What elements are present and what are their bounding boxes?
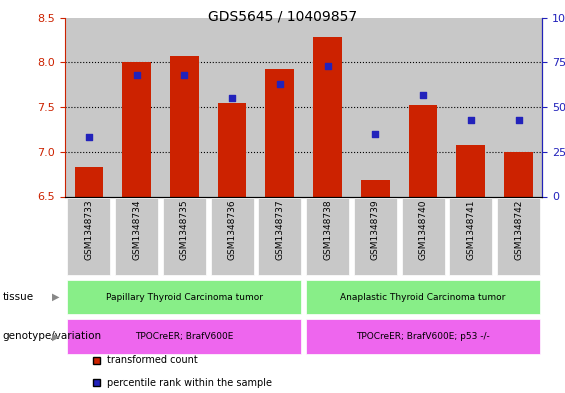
Point <box>514 116 523 123</box>
Point <box>180 72 189 78</box>
Bar <box>122 62 151 196</box>
Point <box>371 131 380 137</box>
Text: transformed count: transformed count <box>107 355 198 365</box>
Point <box>466 116 475 123</box>
Bar <box>447 18 494 196</box>
Bar <box>170 56 199 196</box>
FancyBboxPatch shape <box>163 198 206 275</box>
Text: GSM1348734: GSM1348734 <box>132 200 141 260</box>
Bar <box>65 18 113 196</box>
Point <box>275 81 284 87</box>
Text: GSM1348737: GSM1348737 <box>275 200 284 260</box>
Bar <box>218 103 246 196</box>
FancyBboxPatch shape <box>449 198 492 275</box>
Text: TPOCreER; BrafV600E; p53 -/-: TPOCreER; BrafV600E; p53 -/- <box>356 332 490 341</box>
Bar <box>494 18 542 196</box>
Bar <box>457 145 485 196</box>
Text: Papillary Thyroid Carcinoma tumor: Papillary Thyroid Carcinoma tumor <box>106 293 263 301</box>
Bar <box>408 105 437 196</box>
Text: GSM1348733: GSM1348733 <box>84 200 93 260</box>
Text: TPOCreER; BrafV600E: TPOCreER; BrafV600E <box>135 332 233 341</box>
FancyBboxPatch shape <box>115 198 158 275</box>
FancyBboxPatch shape <box>354 198 397 275</box>
FancyBboxPatch shape <box>306 319 540 354</box>
Point <box>419 92 428 98</box>
FancyBboxPatch shape <box>306 198 349 275</box>
FancyBboxPatch shape <box>258 198 301 275</box>
Bar <box>504 152 533 196</box>
Bar <box>112 18 160 196</box>
Bar <box>266 69 294 196</box>
Text: genotype/variation: genotype/variation <box>3 331 102 342</box>
Text: Anaplastic Thyroid Carcinoma tumor: Anaplastic Thyroid Carcinoma tumor <box>340 293 506 301</box>
FancyBboxPatch shape <box>211 198 254 275</box>
FancyBboxPatch shape <box>402 198 445 275</box>
Bar <box>160 18 208 196</box>
Text: GSM1348742: GSM1348742 <box>514 200 523 260</box>
Bar <box>208 18 256 196</box>
Text: ▶: ▶ <box>52 292 59 302</box>
Point <box>323 63 332 69</box>
Bar <box>256 18 303 196</box>
FancyBboxPatch shape <box>497 198 540 275</box>
Text: GSM1348736: GSM1348736 <box>228 200 237 260</box>
Point <box>132 72 141 78</box>
Bar <box>351 18 399 196</box>
Text: GSM1348738: GSM1348738 <box>323 200 332 260</box>
FancyBboxPatch shape <box>67 319 301 354</box>
Point <box>84 134 93 141</box>
FancyBboxPatch shape <box>67 198 110 275</box>
Bar <box>75 167 103 196</box>
FancyBboxPatch shape <box>67 280 301 314</box>
Bar <box>313 37 342 197</box>
Bar <box>303 18 351 196</box>
Text: GSM1348740: GSM1348740 <box>419 200 428 260</box>
Text: GDS5645 / 10409857: GDS5645 / 10409857 <box>208 10 357 24</box>
Bar <box>399 18 447 196</box>
FancyBboxPatch shape <box>306 280 540 314</box>
Text: GSM1348741: GSM1348741 <box>466 200 475 260</box>
Text: GSM1348735: GSM1348735 <box>180 200 189 260</box>
Point <box>228 95 237 101</box>
Text: GSM1348739: GSM1348739 <box>371 200 380 260</box>
Bar <box>361 180 390 196</box>
Text: ▶: ▶ <box>52 331 59 342</box>
Text: percentile rank within the sample: percentile rank within the sample <box>107 378 272 387</box>
Text: tissue: tissue <box>3 292 34 302</box>
